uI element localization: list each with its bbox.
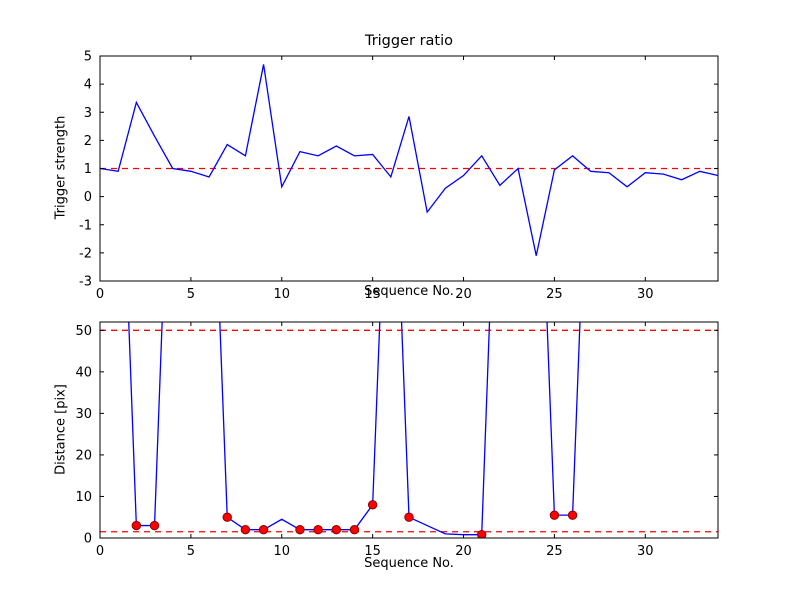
svg-text:15: 15 — [364, 544, 381, 559]
svg-text:10: 10 — [75, 490, 92, 505]
svg-text:1: 1 — [84, 162, 92, 177]
trigger-ratio-chart: Trigger ratio Trigger strength Sequence … — [54, 33, 719, 300]
svg-text:50: 50 — [75, 324, 92, 339]
svg-text:0: 0 — [84, 532, 92, 547]
distance-chart: Distance [pix] Sequence No. 0 5 10 15 20 25 30… — [0, 300, 800, 600]
svg-text:10: 10 — [273, 544, 290, 559]
svg-text:0: 0 — [84, 190, 92, 205]
x-axis-label-sequence-no-bottom: Sequence No. — [364, 556, 454, 571]
svg-text:0: 0 — [96, 544, 104, 559]
svg-text:5: 5 — [187, 287, 195, 300]
svg-text:-2: -2 — [79, 246, 92, 261]
trigger-ratio-plot-area: 0 5 10 15 20 25 30 -3 -2 -1 0 1 2 3 4 5 — [79, 50, 719, 300]
svg-text:30: 30 — [75, 407, 92, 422]
svg-text:20: 20 — [455, 544, 472, 559]
chart-title: Trigger ratio — [364, 33, 454, 49]
svg-text:25: 25 — [546, 544, 563, 559]
svg-text:30: 30 — [637, 544, 654, 559]
svg-text:15: 15 — [364, 287, 381, 300]
svg-text:5: 5 — [187, 544, 195, 559]
svg-text:10: 10 — [273, 287, 290, 300]
svg-text:3: 3 — [84, 106, 92, 121]
svg-text:2: 2 — [84, 134, 92, 149]
svg-text:0: 0 — [96, 287, 104, 300]
svg-text:-1: -1 — [79, 218, 92, 233]
svg-text:40: 40 — [75, 365, 92, 380]
svg-text:20: 20 — [455, 287, 472, 300]
svg-text:20: 20 — [75, 448, 92, 463]
svg-text:30: 30 — [637, 287, 654, 300]
svg-text:25: 25 — [546, 287, 563, 300]
svg-text:-3: -3 — [79, 275, 92, 290]
distance-plot-area: 0 5 10 15 20 25 30 0 10 20 30 40 50 — [75, 321, 719, 559]
x-axis-label-sequence-no-top: Sequence No. — [364, 284, 454, 299]
svg-text:4: 4 — [84, 78, 92, 93]
svg-text:5: 5 — [84, 50, 92, 65]
